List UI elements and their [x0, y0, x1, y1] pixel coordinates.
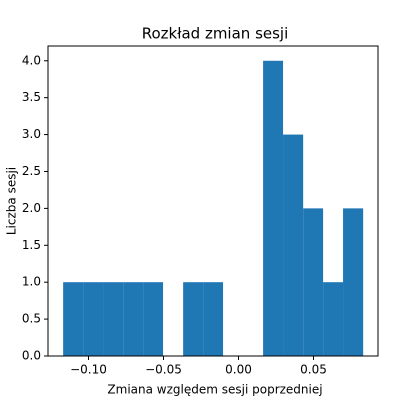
bar [283, 134, 304, 356]
bar [323, 282, 344, 356]
bar [123, 282, 144, 356]
y-tick-label: 0.5 [22, 312, 41, 326]
x-tick-label: 0.00 [225, 363, 252, 377]
bar [103, 282, 124, 356]
y-tick-label: 0.0 [22, 349, 41, 363]
bar [63, 282, 84, 356]
y-tick-label: 3.5 [22, 90, 41, 104]
chart-title: Rozkład zmian sesji [142, 25, 289, 43]
bar [263, 60, 284, 357]
y-tick-label: 2.0 [22, 201, 41, 215]
y-tick-label: 4.0 [22, 53, 41, 67]
bar [183, 282, 204, 356]
plot-frame [47, 45, 379, 357]
y-tick-label: 2.5 [22, 164, 41, 178]
y-tick-label: 1.0 [22, 275, 41, 289]
x-tick-label: 0.05 [300, 363, 327, 377]
x-axis-label: Zmiana względem sesji poprzedniej [107, 383, 322, 397]
y-tick-label: 3.0 [22, 127, 41, 141]
bar [303, 208, 324, 356]
x-tick-label: −0.05 [145, 363, 182, 377]
bar [143, 282, 164, 356]
bar [203, 282, 224, 356]
y-axis-label: Liczba sesji [5, 167, 19, 235]
y-tick-label: 1.5 [22, 238, 41, 252]
x-tick-label: −0.10 [70, 363, 107, 377]
bar [343, 208, 364, 356]
bar [83, 282, 104, 356]
